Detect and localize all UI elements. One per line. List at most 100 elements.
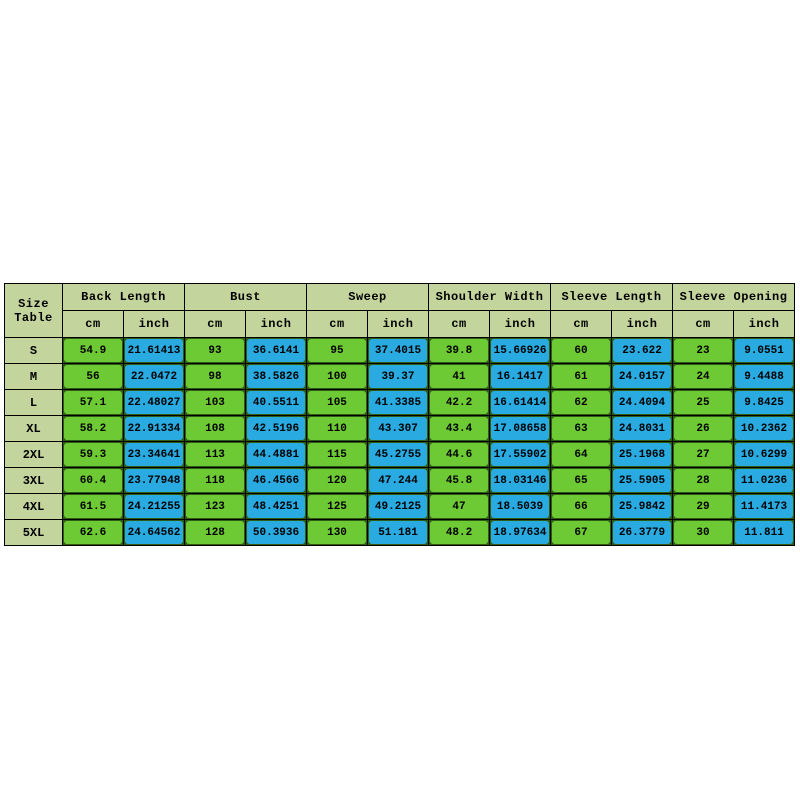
- inch-value-cell: 9.8425: [733, 389, 796, 416]
- cm-value-cell: 103: [184, 389, 246, 416]
- inch-value-cell: 17.08658: [489, 415, 552, 442]
- inch-value-cell: 16.1417: [489, 363, 552, 390]
- size-label-cell: 2XL: [4, 441, 63, 468]
- inch-value-cell: 18.03146: [489, 467, 552, 494]
- size-label-cell: 4XL: [4, 493, 63, 520]
- cm-value-cell: 27: [672, 441, 735, 468]
- table-row: 4XL 61.5 24.21255 123 48.4251 125 49.212…: [4, 493, 796, 520]
- inch-value-cell: 42.5196: [245, 415, 307, 442]
- inch-value-cell: 24.0157: [611, 363, 674, 390]
- cm-value-cell: 95: [306, 337, 368, 364]
- inch-value-cell: 26.3779: [611, 519, 674, 546]
- inch-value-cell: 48.4251: [245, 493, 307, 520]
- cm-value-cell: 56: [62, 363, 124, 390]
- inch-value-cell: 39.37: [366, 363, 430, 390]
- unit-header-cm: cm: [672, 310, 735, 338]
- size-table: Size Table Back Length Bust Sweep Should…: [4, 283, 796, 546]
- unit-header-inch: inch: [733, 310, 796, 338]
- inch-value-cell: 11.4173: [733, 493, 796, 520]
- size-label-cell: XL: [4, 415, 63, 442]
- cm-value-cell: 130: [306, 519, 368, 546]
- inch-value-cell: 18.5039: [489, 493, 552, 520]
- cm-value-cell: 115: [306, 441, 368, 468]
- cm-value-cell: 43.4: [428, 415, 491, 442]
- cm-value-cell: 120: [306, 467, 368, 494]
- inch-value-cell: 22.0472: [123, 363, 185, 390]
- inch-value-cell: 10.6299: [733, 441, 796, 468]
- inch-value-cell: 24.4094: [611, 389, 674, 416]
- inch-value-cell: 25.9842: [611, 493, 674, 520]
- cm-value-cell: 48.2: [428, 519, 491, 546]
- cm-value-cell: 93: [184, 337, 246, 364]
- cm-value-cell: 62.6: [62, 519, 124, 546]
- inch-value-cell: 21.61413: [123, 337, 185, 364]
- cm-value-cell: 45.8: [428, 467, 491, 494]
- inch-value-cell: 45.2755: [366, 441, 430, 468]
- cm-value-cell: 59.3: [62, 441, 124, 468]
- inch-value-cell: 47.244: [366, 467, 430, 494]
- table-row: 2XL 59.3 23.34641 113 44.4881 115 45.275…: [4, 441, 796, 468]
- unit-header-inch: inch: [611, 310, 674, 338]
- cm-value-cell: 65: [550, 467, 613, 494]
- table-row: S 54.9 21.61413 93 36.6141 95 37.4015 39…: [4, 337, 796, 364]
- size-table-corner-header: Size Table: [4, 283, 63, 338]
- cm-value-cell: 128: [184, 519, 246, 546]
- unit-header-row: cm inch cm inch cm inch cm inch cm inch …: [5, 310, 796, 338]
- size-label-cell: L: [4, 389, 63, 416]
- inch-value-cell: 51.181: [366, 519, 430, 546]
- cm-value-cell: 98: [184, 363, 246, 390]
- inch-value-cell: 10.2362: [733, 415, 796, 442]
- cm-value-cell: 44.6: [428, 441, 491, 468]
- inch-value-cell: 11.811: [733, 519, 796, 546]
- inch-value-cell: 22.91334: [123, 415, 185, 442]
- cm-value-cell: 28: [672, 467, 735, 494]
- cm-value-cell: 100: [306, 363, 368, 390]
- inch-value-cell: 15.66926: [489, 337, 552, 364]
- group-header-sleeve-length: Sleeve Length: [550, 283, 674, 311]
- size-chart: Size Table Back Length Bust Sweep Should…: [4, 283, 796, 546]
- inch-value-cell: 9.0551: [733, 337, 796, 364]
- size-label-cell: 5XL: [4, 519, 63, 546]
- size-table-body: S 54.9 21.61413 93 36.6141 95 37.4015 39…: [4, 337, 796, 546]
- group-header-back-length: Back Length: [62, 283, 185, 311]
- cm-value-cell: 25: [672, 389, 735, 416]
- corner-line-1: Size: [18, 296, 49, 311]
- cm-value-cell: 26: [672, 415, 735, 442]
- table-row: XL 58.2 22.91334 108 42.5196 110 43.307 …: [4, 415, 796, 442]
- inch-value-cell: 50.3936: [245, 519, 307, 546]
- group-header-sweep: Sweep: [305, 283, 430, 311]
- group-header-row: Size Table Back Length Bust Sweep Should…: [4, 283, 796, 338]
- group-header-shoulder-width: Shoulder Width: [428, 283, 552, 311]
- group-header-bust: Bust: [184, 283, 307, 311]
- inch-value-cell: 37.4015: [366, 337, 430, 364]
- inch-value-cell: 24.64562: [123, 519, 185, 546]
- unit-header-cm: cm: [62, 310, 124, 338]
- inch-value-cell: 43.307: [366, 415, 430, 442]
- corner-line-2: Table: [14, 310, 53, 325]
- inch-value-cell: 16.61414: [489, 389, 552, 416]
- unit-header-inch: inch: [123, 310, 185, 338]
- cm-value-cell: 30: [672, 519, 735, 546]
- table-row: L 57.1 22.48027 103 40.5511 105 41.3385 …: [4, 389, 796, 416]
- inch-value-cell: 23.77948: [123, 467, 185, 494]
- cm-value-cell: 23: [672, 337, 735, 364]
- cm-value-cell: 60: [550, 337, 613, 364]
- inch-value-cell: 24.8031: [611, 415, 674, 442]
- cm-value-cell: 118: [184, 467, 246, 494]
- cm-value-cell: 63: [550, 415, 613, 442]
- inch-value-cell: 49.2125: [366, 493, 430, 520]
- cm-value-cell: 62: [550, 389, 613, 416]
- unit-header-cm: cm: [184, 310, 246, 338]
- inch-value-cell: 18.97634: [489, 519, 552, 546]
- inch-value-cell: 25.1968: [611, 441, 674, 468]
- unit-header-inch: inch: [245, 310, 307, 338]
- cm-value-cell: 47: [428, 493, 491, 520]
- cm-value-cell: 61: [550, 363, 613, 390]
- inch-value-cell: 23.622: [611, 337, 674, 364]
- cm-value-cell: 125: [306, 493, 368, 520]
- cm-value-cell: 58.2: [62, 415, 124, 442]
- cm-value-cell: 41: [428, 363, 491, 390]
- inch-value-cell: 24.21255: [123, 493, 185, 520]
- unit-header-inch: inch: [489, 310, 552, 338]
